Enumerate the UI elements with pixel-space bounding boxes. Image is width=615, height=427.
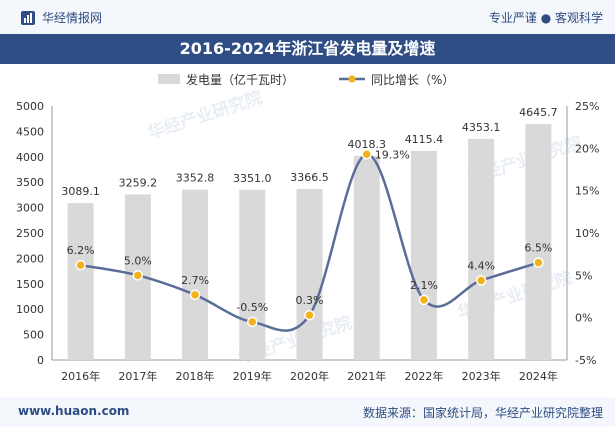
y-left-tick-label: 4000 — [16, 151, 44, 164]
y-right-tick-label: 25% — [575, 100, 599, 113]
brand: 华经情报网 — [20, 9, 102, 26]
growth-value-label: 4.4% — [467, 259, 495, 272]
y-right-tick-label: 20% — [575, 142, 599, 155]
growth-value-label: 5.0% — [124, 254, 152, 267]
tagline: 专业严谨 ● 客观科学 — [488, 11, 603, 25]
y-left-tick-label: 4500 — [16, 125, 44, 138]
x-tick-label: 2018年 — [176, 369, 215, 383]
growth-point — [304, 309, 315, 321]
x-tick-label: 2023年 — [462, 369, 501, 383]
watermark-text: 华经产业研究院 — [145, 87, 265, 144]
brand-name: 华经情报网 — [42, 11, 103, 25]
growth-point — [75, 259, 86, 271]
bar — [182, 189, 209, 360]
brand-logo-icon — [21, 10, 35, 25]
bar — [67, 203, 94, 360]
growth-point — [533, 257, 544, 268]
growth-value-label: 6.2% — [67, 244, 95, 257]
y-left-tick-label: 1000 — [16, 303, 44, 316]
bar — [296, 188, 323, 360]
bar-value-label: 3352.8 — [176, 172, 215, 185]
growth-point — [361, 149, 372, 160]
y-left-tick-label: 2500 — [16, 227, 44, 240]
growth-point — [189, 289, 201, 301]
growth-value-label: 2.1% — [410, 279, 438, 292]
growth-value-label: 2.7% — [181, 274, 209, 287]
y-right-tick-label: 5% — [575, 269, 592, 282]
y-left-tick-label: 5000 — [16, 100, 44, 113]
y-right-tick-label: 15% — [575, 185, 599, 198]
legend-bar-label: 发电量（亿千瓦时） — [186, 72, 294, 87]
growth-point — [475, 275, 487, 286]
y-left-tick-label: 3000 — [16, 202, 44, 215]
growth-point — [418, 294, 430, 306]
y-right-tick-label: 10% — [575, 227, 599, 240]
x-tick-label: 2016年 — [61, 369, 100, 383]
y-left-tick-label: 0 — [37, 354, 44, 367]
bar — [410, 150, 437, 360]
bar-value-label: 4645.7 — [519, 106, 558, 119]
growth-point — [132, 270, 144, 281]
bar-value-label: 3259.2 — [119, 176, 158, 189]
legend-bar-swatch — [158, 74, 180, 84]
x-tick-label: 2021年 — [347, 369, 386, 383]
growth-value-label: 19.3% — [375, 148, 410, 161]
bar — [525, 123, 552, 360]
x-tick-label: 2019年 — [233, 369, 272, 383]
legend-line-marker — [348, 75, 356, 83]
y-right-tick-label: 0% — [575, 312, 592, 325]
growth-value-label: 6.5% — [524, 242, 552, 255]
bar — [353, 155, 380, 360]
bar-value-label: 3366.5 — [290, 171, 329, 184]
chart-plot: 华经产业研究院华经产业研究院华经产业研究院华经产业研究院050010001500… — [16, 72, 599, 383]
bar-value-label: 4353.1 — [462, 121, 501, 134]
bar-value-label: 3089.1 — [61, 185, 100, 198]
legend-line-label: 同比增长（%） — [371, 73, 454, 87]
chart-title: 2016-2024年浙江省发电量及增速 — [0, 34, 615, 64]
x-tick-label: 2024年 — [519, 369, 558, 383]
top-bar: 华经情报网 专业严谨 ● 客观科学 — [0, 0, 615, 34]
bar-value-label: 3351.0 — [233, 172, 272, 185]
y-right-tick-label: -5% — [575, 354, 596, 367]
bar — [468, 138, 495, 360]
growth-value-label: 0.3% — [296, 294, 324, 307]
growth-value-label: -0.5% — [236, 301, 268, 314]
y-left-tick-label: 3500 — [16, 176, 44, 189]
growth-point — [247, 316, 258, 328]
bar — [239, 189, 266, 360]
x-tick-label: 2022年 — [404, 369, 443, 383]
growth-line — [80, 153, 539, 332]
x-tick-label: 2017年 — [118, 369, 157, 383]
footer-url[interactable]: www.huaon.com — [18, 404, 130, 418]
x-tick-label: 2020年 — [290, 369, 329, 383]
y-left-tick-label: 500 — [23, 329, 44, 342]
y-left-tick-label: 1500 — [16, 278, 44, 291]
bar-value-label: 4115.4 — [405, 133, 444, 146]
y-left-tick-label: 2000 — [16, 252, 44, 265]
bar-value-label: 4018.3 — [347, 138, 386, 151]
footer-source: 数据来源：国家统计局，华经产业研究院整理 — [362, 406, 603, 420]
footer-bar: www.huaon.com 数据来源：国家统计局，华经产业研究院整理 — [0, 397, 615, 427]
